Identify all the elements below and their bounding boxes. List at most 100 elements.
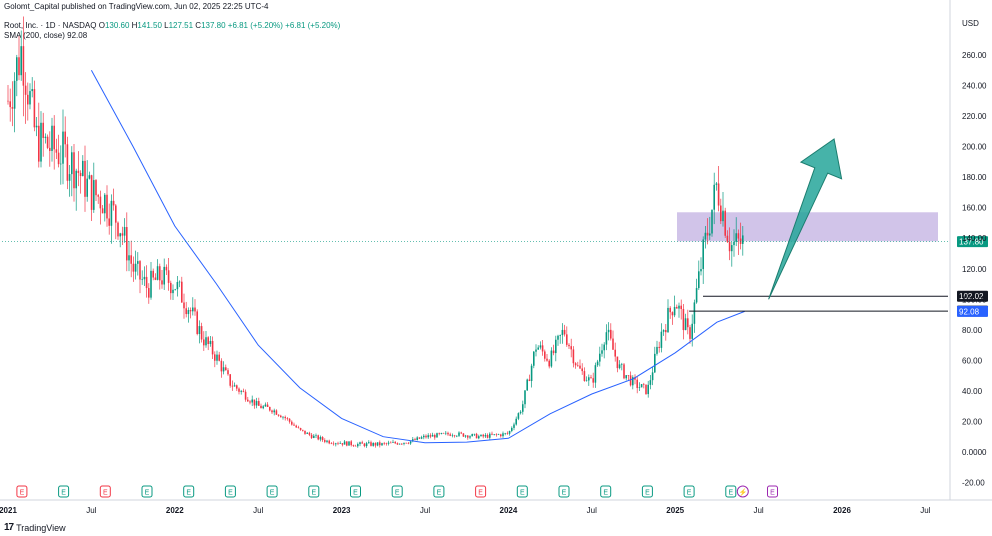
candle-body	[731, 245, 733, 252]
time-tick-label: Jul	[253, 506, 263, 515]
candle-body	[352, 445, 355, 446]
candle-body	[233, 385, 236, 387]
time-tick-label: 2026	[833, 506, 851, 515]
earnings-event-marker[interactable]: E	[725, 485, 737, 498]
candle-body	[62, 131, 64, 164]
candle-body	[453, 435, 456, 437]
candle-body	[302, 429, 304, 431]
candle-body	[671, 312, 674, 316]
candle-body	[313, 435, 315, 438]
price-tick-label: 20.00	[962, 417, 983, 426]
candle-body	[20, 46, 22, 76]
time-tick-label: Jul	[587, 506, 597, 515]
price-axis[interactable]: 260.00 240.00 220.00 200.00 180.00 160.00 140.…	[0, 0, 992, 501]
earnings-event-marker[interactable]: E	[433, 485, 445, 498]
candle-body	[77, 170, 80, 173]
earnings-badge	[350, 485, 361, 498]
earnings-event-marker[interactable]: E	[767, 485, 778, 498]
earnings-event-marker[interactable]: E	[350, 485, 361, 498]
candle-body	[209, 340, 212, 345]
price-tick-label: 100.00	[962, 295, 987, 304]
candle-body	[73, 152, 75, 189]
candle-body	[379, 442, 381, 446]
candle-body	[231, 385, 234, 387]
candle-body	[291, 421, 293, 425]
earnings-event-marker[interactable]: ⚡	[736, 485, 749, 498]
candle-body	[418, 437, 421, 439]
earnings-badge-letter: E	[645, 490, 650, 497]
earnings-event-marker[interactable]: E	[308, 485, 320, 498]
candle-body	[693, 302, 696, 324]
candle-body	[317, 435, 319, 440]
sma-path	[90, 70, 745, 444]
earnings-badge	[475, 485, 487, 498]
candle-body	[374, 443, 377, 446]
earnings-event-marker[interactable]: E	[683, 485, 695, 498]
candle-body	[711, 209, 713, 234]
candle-body	[511, 427, 513, 431]
earnings-event-marker[interactable]: E	[516, 485, 528, 498]
earnings-event-marker[interactable]: E	[391, 485, 403, 498]
candle-body	[271, 410, 273, 413]
currency-label[interactable]: USD	[962, 19, 979, 28]
tradingview-logo[interactable]: 17 TradingView	[4, 522, 66, 533]
candle-body	[396, 443, 399, 445]
candle-body	[203, 339, 205, 346]
earnings-events[interactable]: E E E E E E E E E E E E E E E E E E ⚡ E	[16, 485, 778, 498]
earnings-event-marker[interactable]: E	[641, 485, 653, 498]
candle-body	[359, 442, 361, 445]
candle-body	[603, 344, 605, 351]
price-tick-label: -20.00	[962, 479, 985, 488]
candle-body	[491, 433, 493, 435]
candle-body	[561, 329, 564, 336]
candle-body	[123, 227, 126, 236]
candle-body	[343, 441, 346, 445]
earnings-event-marker[interactable]: E	[475, 485, 487, 498]
earnings-event-marker[interactable]: E	[99, 485, 111, 498]
candle-body	[368, 442, 370, 444]
candle-body	[506, 433, 509, 434]
earnings-event-marker[interactable]: E	[183, 485, 195, 498]
candle-body	[148, 288, 150, 298]
candle-body	[544, 351, 546, 359]
earnings-event-marker[interactable]: E	[600, 485, 612, 498]
candle-body	[13, 80, 16, 109]
time-tick-label: Jul	[920, 506, 930, 515]
candle-body	[104, 194, 106, 214]
time-tick-label: Jul	[420, 506, 430, 515]
earnings-badge-letter: E	[478, 490, 483, 497]
earnings-event-marker[interactable]: E	[266, 485, 278, 498]
sma-legend[interactable]: SMA (200, close) 92.08	[4, 31, 87, 40]
candle-body	[429, 435, 432, 437]
candle-body	[420, 437, 423, 439]
candle-body	[170, 282, 172, 294]
candle-body	[143, 276, 146, 280]
time-axis[interactable]: 2021 Jul 2022 Jul 2023 Jul 2024 Jul 2025 Jul 2026 J…	[0, 506, 931, 515]
earnings-event-marker[interactable]: E	[558, 485, 570, 498]
candle-body	[200, 326, 203, 340]
candle-body	[159, 266, 161, 281]
candle-body	[390, 442, 392, 444]
symbol-name[interactable]: Root, Inc. · 1D · NASDAQ	[4, 21, 97, 30]
candle-body	[161, 280, 163, 285]
candle-body	[42, 122, 44, 138]
candle-body	[726, 235, 729, 242]
candle-body	[297, 427, 300, 429]
candle-body	[198, 326, 201, 334]
candle-body	[286, 418, 289, 419]
earnings-event-marker[interactable]: E	[58, 485, 70, 498]
candle-body	[260, 405, 262, 409]
candle-body	[236, 385, 238, 389]
candle-body	[460, 432, 462, 434]
candle-body	[607, 329, 610, 333]
candle-body	[185, 308, 187, 315]
earnings-event-marker[interactable]: E	[224, 485, 236, 498]
candle-body	[244, 391, 247, 400]
earnings-event-marker[interactable]: E	[141, 485, 153, 498]
earnings-event-marker[interactable]: E	[16, 485, 28, 498]
price-tick-label: 180.00	[962, 173, 987, 182]
earnings-badge-letter: E	[311, 490, 316, 497]
candle-body	[500, 434, 502, 437]
candle-body	[660, 331, 663, 348]
